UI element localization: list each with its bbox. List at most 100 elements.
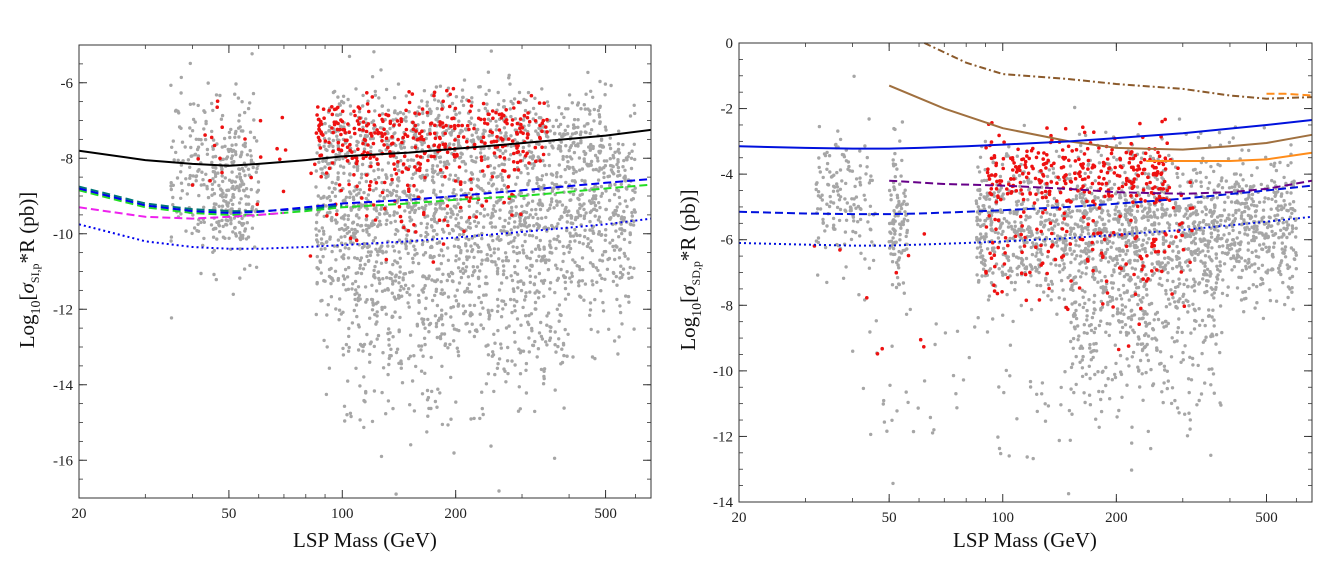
scatter-point-gray [897,282,901,287]
scatter-point-gray [618,227,622,231]
scatter-point-gray [483,281,488,286]
scatter-point-gray [340,99,344,104]
scatter-point-gray [398,256,402,260]
scatter-point-gray [1285,235,1289,240]
scatter-point-gray [509,134,513,138]
scatter-point-gray [440,364,444,368]
scatter-point-gray [568,231,572,235]
scatter-point-gray [434,279,438,284]
scatter-point-gray [527,313,531,318]
scatter-point-gray [1263,196,1267,200]
scatter-point-gray [538,247,542,252]
scatter-point-gray [906,218,910,223]
scatter-point-gray [314,169,318,173]
scatter-point-red [347,130,352,134]
scatter-point-gray [890,260,895,264]
scatter-point-gray [516,233,520,237]
scatter-point-gray [572,179,577,183]
scatter-point-gray [578,233,582,238]
scatter-point-gray [617,256,622,260]
scatter-point-gray [1112,182,1117,187]
scatter-point-gray [422,140,426,145]
scatter-point-gray [977,212,982,216]
scatter-point-gray [1160,215,1164,219]
scatter-point-gray [1196,223,1201,227]
scatter-point-gray [358,418,362,422]
scatter-point-gray [336,95,340,99]
scatter-point-gray [603,238,607,242]
scatter-point-gray [1049,298,1053,302]
scatter-point-gray [516,286,520,290]
scatter-point-gray [425,226,429,230]
scatter-point-gray [391,282,395,286]
scatter-point-gray [521,248,525,252]
scatter-point-red [481,101,486,106]
scatter-point-gray [1231,213,1235,217]
scatter-point-gray [627,276,631,280]
scatter-point-gray [1036,187,1040,192]
scatter-point-gray [436,387,440,391]
scatter-point-gray [428,254,433,258]
scatter-point-gray [417,105,421,109]
scatter-point-gray [816,240,820,245]
scatter-point-red [510,123,514,127]
scatter-point-gray [417,206,421,211]
scatter-point-gray [898,182,902,186]
scatter-point-gray [246,195,251,199]
scatter-point-gray [1080,288,1085,292]
scatter-point-gray [370,308,375,312]
scatter-point-gray [612,339,617,343]
scatter-point-gray [1068,211,1072,215]
scatter-point-gray [470,322,474,326]
scatter-point-gray [527,350,531,354]
scatter-point-gray [223,176,227,180]
scatter-point-red [348,142,352,147]
scatter-point-gray [622,158,626,163]
scatter-point-gray [179,91,183,95]
scatter-point-gray [405,290,409,295]
scatter-point-gray [887,221,892,226]
scatter-point-gray [385,175,389,179]
scatter-point-gray [558,144,563,149]
scatter-point-gray [1282,251,1286,255]
scatter-point-gray [1250,250,1254,255]
scatter-point-gray [339,241,344,245]
scatter-point-red [417,131,422,136]
scatter-point-red [319,174,324,179]
scatter-point-gray [368,360,372,364]
scatter-point-gray [1199,200,1203,204]
scatter-point-gray [507,241,511,246]
scatter-point-gray [1217,244,1222,249]
scatter-point-gray [604,207,608,212]
scatter-point-gray [537,254,541,258]
scatter-point-gray [403,283,408,287]
scatter-point-gray [1272,164,1276,168]
scatter-point-gray [581,267,585,272]
scatter-point-gray [630,149,634,153]
scatter-point-gray [419,233,423,238]
scatter-point-gray [446,86,451,90]
scatter-point-gray [836,193,841,197]
scatter-point-gray [1115,254,1119,259]
scatter-point-gray [180,189,184,193]
scatter-point-gray [553,343,557,347]
scatter-point-gray [608,146,613,151]
scatter-point-gray [1035,251,1039,255]
scatter-point-gray [523,239,527,244]
scatter-point-red [339,188,344,193]
scatter-point-gray [367,233,371,237]
scatter-point-gray [1209,164,1213,169]
scatter-point-gray [1006,154,1010,158]
scatter-point-gray [472,334,477,339]
scatter-point-gray [1243,259,1247,263]
scatter-point-red [218,156,222,161]
scatter-point-gray [354,288,358,292]
scatter-point-gray [535,259,539,263]
scatter-point-gray [468,226,472,230]
scatter-point-gray [528,155,532,159]
scatter-point-gray [630,214,634,218]
scatter-point-gray [1195,212,1200,216]
scatter-point-gray [902,199,906,204]
scatter-point-gray [372,268,376,273]
scatter-point-gray [1148,203,1152,207]
